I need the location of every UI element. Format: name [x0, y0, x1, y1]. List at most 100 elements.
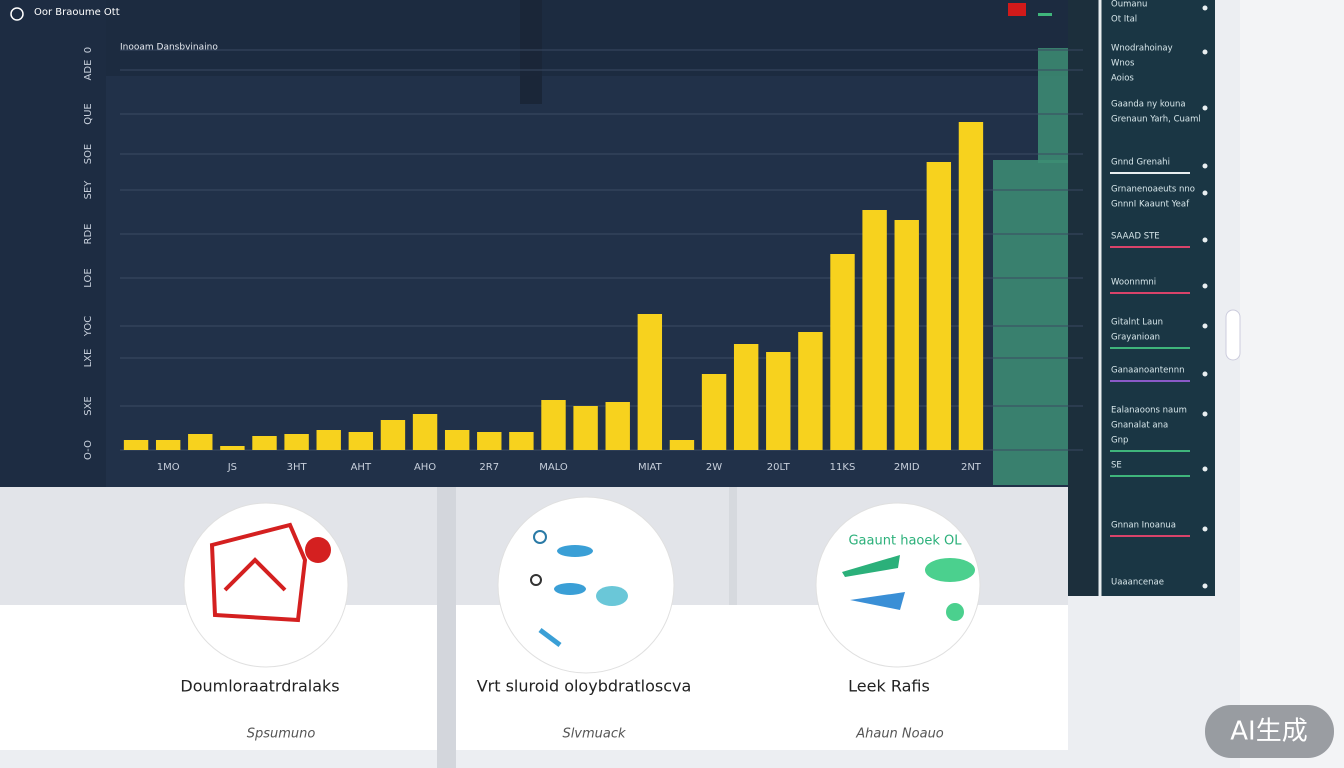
bar [123, 440, 149, 450]
y-tick-label: LXE [83, 349, 94, 368]
y-tick-label: ADE [83, 60, 94, 81]
x-tick-label: 2R7 [479, 462, 499, 473]
x-tick-label: JS [227, 462, 237, 473]
x-tick-label: 2MID [894, 462, 920, 473]
bar [573, 406, 598, 450]
bar [669, 440, 695, 450]
sidebar-item-text: Gitalnt Laun [1111, 318, 1163, 328]
card-icon [596, 586, 628, 606]
sidebar-item-text: Gnnd Grenahi [1111, 158, 1170, 168]
sidebar-list: Oumanu Ot Ital Wnodrahoinay Wnos Aoios Gaanda… [1110, 0, 1208, 589]
x-tick-label: 11KS [830, 462, 856, 473]
status-indicator [1008, 3, 1026, 16]
card-title: Vrt sluroid oloybdratloscva [477, 677, 692, 696]
bar [637, 314, 663, 450]
logo-icon [10, 7, 24, 21]
bar [220, 446, 245, 450]
card-icon [209, 522, 308, 623]
y-tick-label: SXE [83, 396, 94, 416]
bar [316, 430, 341, 450]
x-tick-label: MIAT [638, 462, 663, 473]
sidebar-dot [1202, 49, 1208, 55]
app-title: Oor Braoume Ott [34, 7, 120, 18]
sidebar-dot [1202, 237, 1208, 243]
y-tick-label: O-O [83, 440, 94, 460]
right-margin [1240, 0, 1344, 768]
status-dash [1038, 13, 1052, 16]
bar [252, 436, 277, 450]
sidebar-item-text: Gnanalat ana [1111, 421, 1168, 431]
sidebar-dot [1202, 583, 1208, 589]
sidebar-item-text: Grenaun Yarh, Cuaml [1111, 115, 1201, 125]
x-tick-label: 2NT [961, 462, 982, 473]
sidebar-item-text: SE [1111, 461, 1122, 471]
scroll-handle[interactable] [1225, 309, 1241, 361]
card-icon [850, 592, 905, 610]
bar [733, 344, 759, 450]
y-tick-label: LOE [83, 268, 94, 287]
y-tick-label: QUE [83, 103, 94, 125]
ai-badge-text: AI生成 [1230, 717, 1307, 747]
card-icon [946, 603, 964, 621]
y-tick-label: SEY [83, 180, 94, 200]
y-axis-strip [0, 0, 106, 487]
sidebar-dot [1202, 5, 1208, 11]
sidebar-item-text: SAAAD STE [1111, 232, 1160, 242]
bar [509, 432, 534, 450]
bar [188, 434, 213, 450]
bar [412, 414, 438, 450]
y-tick-label: 0 [83, 47, 94, 53]
x-tick-label: 3HT [287, 462, 308, 473]
card-icon [842, 555, 900, 577]
sidebar-item-text: Grnanenoaeuts nno [1111, 185, 1195, 195]
bar [477, 432, 502, 450]
sidebar-item-text: Gaanda ny kouna [1111, 100, 1186, 110]
card-gap [437, 487, 456, 768]
bar [798, 332, 823, 450]
sidebar-dot [1202, 190, 1208, 196]
sidebar-item-text: Gnnan Inoanua [1111, 521, 1176, 531]
sidebar-item-text: Aoios [1111, 74, 1134, 84]
chart-title: Inooam Dansbvinaino [120, 43, 218, 53]
x-tick-label: AHO [414, 462, 436, 473]
panel-shade [520, 0, 542, 104]
sidebar-item-text: GnnnI Kaaunt Yeaf [1111, 200, 1190, 210]
bar [444, 430, 470, 450]
y-tick-label: YOC [83, 316, 94, 337]
card-icon-bg [183, 502, 349, 668]
sidebar-item-text: Ealanaoons naum [1111, 406, 1187, 416]
card-icon-bg [497, 496, 675, 674]
sidebar-item-text: Ot Ital [1111, 15, 1137, 25]
sidebar-item-text: Wnos [1111, 59, 1135, 69]
x-tick-label: 2W [706, 462, 722, 473]
bar [830, 254, 855, 450]
card-icon-text: Gaaunt haoek OL [848, 534, 962, 549]
sidebar-item-text: Grayanioan [1111, 333, 1160, 343]
bar [155, 440, 181, 450]
sidebar-dot [1202, 466, 1208, 472]
card-gap-2 [729, 487, 737, 605]
sidebar-dot [1202, 163, 1208, 169]
sidebar-dot [1202, 323, 1208, 329]
bar [348, 432, 374, 450]
sidebar-dot [1202, 283, 1208, 289]
sidebar-dot [1202, 526, 1208, 532]
card-icon-dot [305, 537, 331, 563]
card-title: Doumloraatrdralaks [180, 677, 339, 696]
y-tick-label: SOE [83, 144, 94, 165]
card-icon [533, 530, 547, 544]
sidebar-dot [1202, 371, 1208, 377]
sidebar-item-text: Uaaancenae [1111, 578, 1164, 588]
bar [284, 434, 309, 450]
bar [380, 420, 406, 450]
x-tick-label: MALO [539, 462, 568, 473]
bar [541, 400, 566, 450]
sidebar [1100, 0, 1215, 596]
card-subtitle: Spsumuno [247, 727, 316, 742]
card-icon [554, 583, 586, 595]
x-tick-label: AHT [351, 462, 372, 473]
card-title: Leek Rafis [848, 677, 930, 696]
bar [766, 352, 791, 450]
x-tick-label: 1MO [157, 462, 180, 473]
